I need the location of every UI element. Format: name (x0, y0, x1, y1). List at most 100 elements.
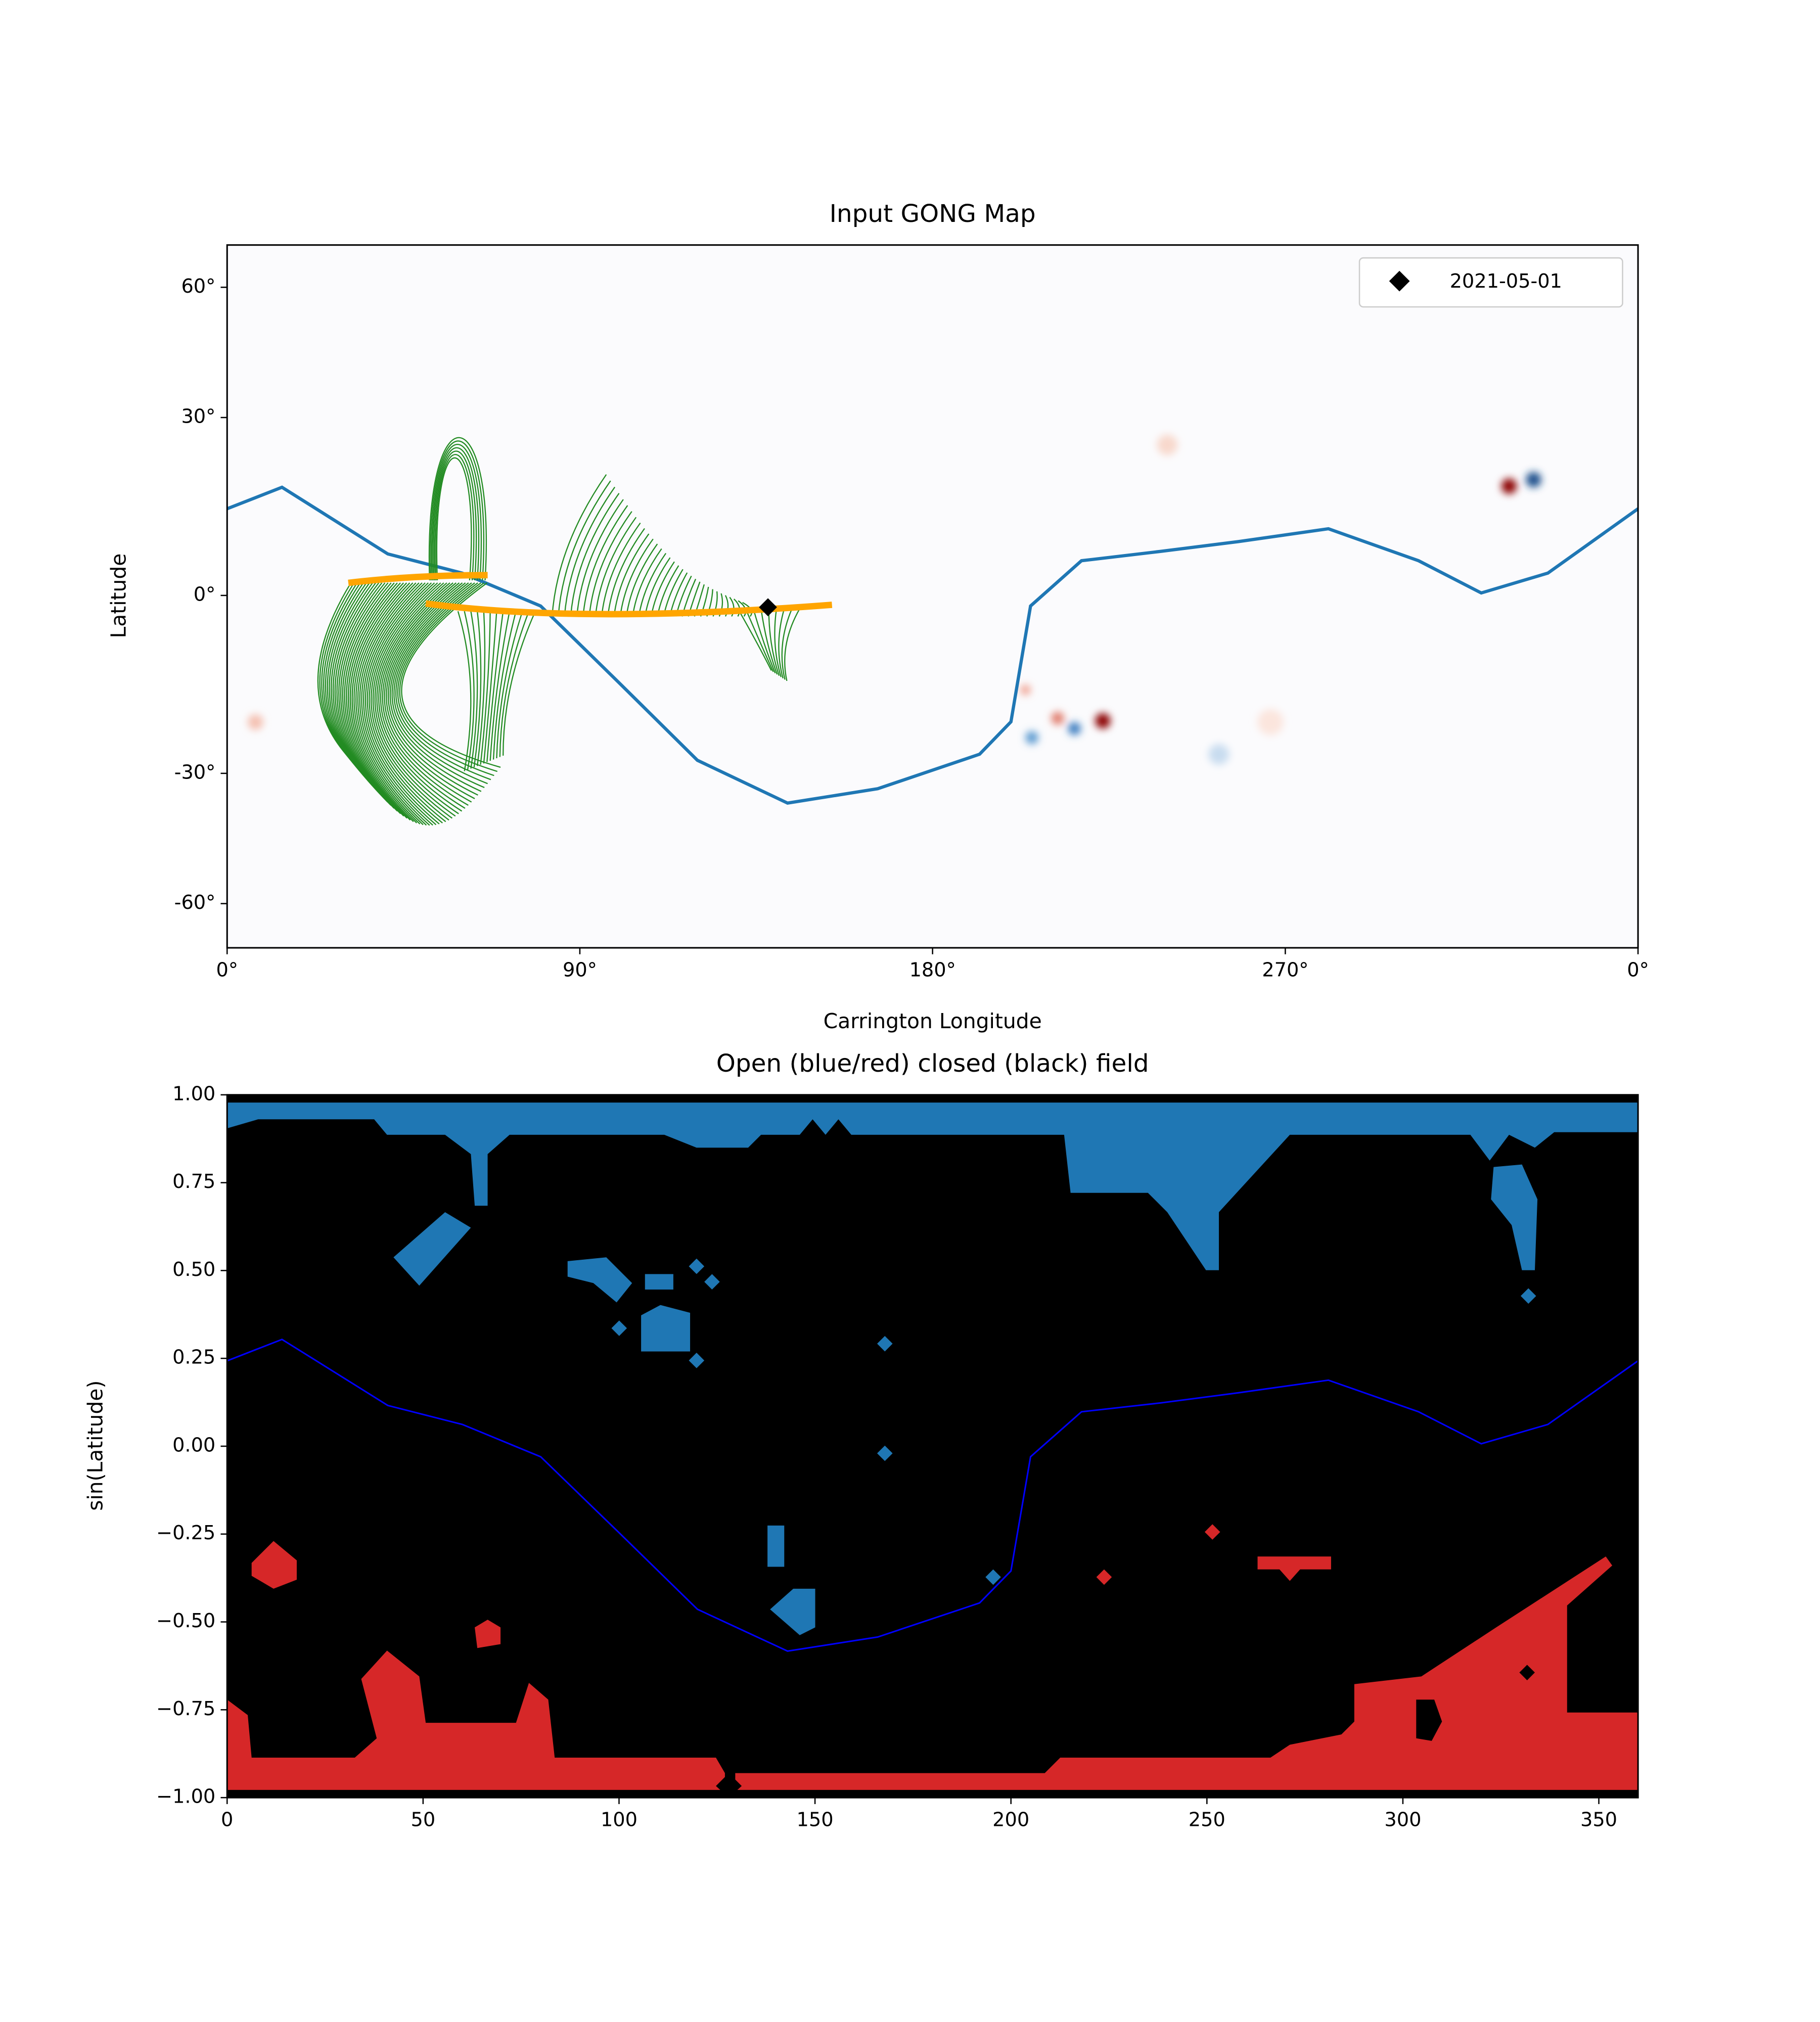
x-tick-label: 90° (563, 958, 597, 981)
field-line (430, 440, 485, 581)
field-line (391, 582, 485, 789)
y-tick-label: 0.75 (172, 1170, 215, 1193)
field-line (435, 454, 475, 581)
field-line (558, 480, 611, 617)
field-line (431, 444, 482, 581)
field-line (397, 582, 494, 776)
field-line (784, 608, 800, 681)
field-line (386, 582, 475, 799)
field-line (348, 572, 488, 586)
field-line (632, 548, 662, 617)
y-tick-label: 1.00 (172, 1082, 215, 1105)
field-line (470, 611, 478, 769)
field-lines (317, 437, 833, 826)
field-line (380, 582, 466, 809)
field-line (564, 486, 616, 617)
field-line (464, 611, 475, 770)
x-tick-label: 270° (1262, 958, 1308, 981)
field-line (384, 582, 472, 803)
x-tick-label: 50 (411, 1809, 436, 1831)
field-line (774, 608, 782, 677)
y-tick-label: 0° (194, 583, 215, 606)
y-tick-label: −0.50 (156, 1610, 215, 1632)
y-tick-label: 0.25 (172, 1346, 215, 1369)
field-line (363, 582, 437, 825)
field-line (376, 582, 459, 814)
field-line (389, 582, 482, 792)
field-line (365, 582, 440, 824)
field-line (374, 582, 456, 817)
legend: 2021-05-01 (1358, 257, 1623, 308)
y-tick-label: -60° (174, 891, 216, 914)
field-line (355, 582, 424, 825)
neutral-line (227, 1338, 1639, 1652)
top-panel: Input GONG Map Carrington Longitude Lati… (106, 200, 1649, 1033)
legend-box (1358, 257, 1623, 308)
field-line (395, 582, 491, 780)
x-tick-label: 180° (909, 958, 956, 981)
x-tick-label: 0° (216, 958, 238, 981)
x-tick-label: 100 (601, 1809, 638, 1831)
bottom-panel: Open (blue/red) closed (black) field sin… (83, 1049, 1639, 1831)
field-line (357, 582, 427, 826)
field-line (619, 538, 654, 617)
y-tick-label: 60° (181, 275, 215, 298)
field-line (476, 611, 486, 766)
field-line (489, 611, 511, 761)
field-line (486, 611, 504, 762)
field-line (432, 447, 480, 581)
field-line (361, 582, 433, 826)
point-marker (759, 598, 777, 617)
x-tick-label: 200 (992, 1809, 1029, 1831)
field-line (752, 608, 776, 674)
field-line (588, 511, 632, 617)
x-tick-label: 300 (1384, 1809, 1421, 1831)
field-line (382, 582, 469, 806)
field-line (332, 582, 385, 799)
field-line (729, 596, 735, 617)
field-line (625, 543, 658, 617)
field-line (353, 582, 421, 824)
field-line (576, 499, 624, 617)
field-line (607, 528, 645, 617)
field-line (457, 611, 472, 771)
field-line (724, 595, 729, 617)
legend-marker (1389, 270, 1410, 292)
field-line (378, 582, 463, 812)
field-line (480, 611, 491, 765)
field-line (496, 611, 523, 759)
field-line (344, 582, 404, 817)
field-line (638, 553, 667, 617)
field-line (760, 608, 778, 675)
field-line (499, 611, 530, 757)
field-line (369, 582, 446, 822)
field-line (373, 582, 453, 819)
field-line (768, 609, 780, 676)
field-line (340, 582, 398, 812)
field-line (359, 582, 430, 826)
field-line (401, 582, 501, 768)
field-line (433, 450, 477, 581)
field-line (644, 557, 671, 617)
field-line (336, 582, 392, 806)
field-line (388, 582, 478, 796)
field-line (492, 611, 517, 760)
field-line (570, 493, 620, 617)
plot-area (227, 245, 1639, 948)
x-tick-label: 350 (1580, 1809, 1617, 1831)
field-line (745, 608, 774, 672)
y-axis-label: sin(Latitude) (83, 1381, 108, 1511)
field-line (351, 582, 418, 823)
y-tick-label: 0.00 (172, 1434, 215, 1456)
field-line (367, 582, 443, 823)
field-line (582, 505, 628, 617)
field-line (551, 474, 607, 617)
field-line (334, 582, 388, 803)
x-axis-label: Carrington Longitude (824, 1009, 1042, 1033)
field-line (601, 522, 641, 617)
field-line (349, 582, 414, 822)
chart-title: Open (blue/red) closed (black) field (716, 1049, 1149, 1078)
magnetogram (248, 434, 1541, 765)
field-line (595, 517, 637, 617)
